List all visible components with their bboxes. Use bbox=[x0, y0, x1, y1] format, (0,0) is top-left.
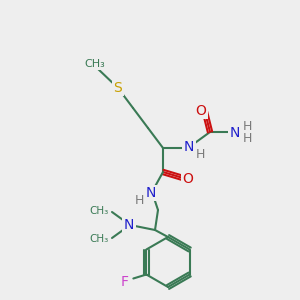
Text: N: N bbox=[146, 186, 156, 200]
Text: N: N bbox=[230, 126, 240, 140]
Text: F: F bbox=[120, 274, 128, 289]
Text: N: N bbox=[124, 218, 134, 232]
Text: CH₃: CH₃ bbox=[90, 234, 109, 244]
Text: CH₃: CH₃ bbox=[90, 206, 109, 216]
Text: CH₃: CH₃ bbox=[85, 59, 105, 69]
Text: H: H bbox=[195, 148, 205, 161]
Text: S: S bbox=[114, 81, 122, 95]
Text: O: O bbox=[183, 172, 194, 186]
Text: H: H bbox=[242, 133, 252, 146]
Text: H: H bbox=[242, 119, 252, 133]
Text: N: N bbox=[184, 140, 194, 154]
Text: O: O bbox=[196, 104, 206, 118]
Text: H: H bbox=[134, 194, 144, 206]
